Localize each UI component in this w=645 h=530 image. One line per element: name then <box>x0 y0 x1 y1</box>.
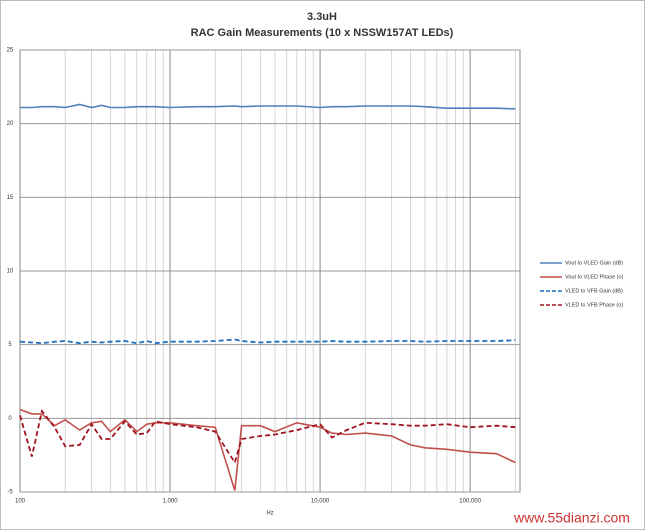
series-line <box>19 338 516 345</box>
x-tick-label: 1,000 <box>163 499 179 505</box>
x-axis-label: Hz <box>266 511 273 517</box>
y-tick-label: 20 <box>7 121 14 127</box>
x-tick-label: 100 <box>15 499 26 505</box>
y-tick-label: 25 <box>7 48 14 54</box>
series-line <box>19 408 516 465</box>
chart-title: 3.3uH <box>307 11 337 23</box>
x-tick-label: 100,000 <box>459 499 481 505</box>
watermark: www.55dianzi.com <box>513 510 630 526</box>
y-tick-label: -5 <box>7 490 13 496</box>
series-line <box>20 103 516 110</box>
series-line <box>19 408 516 491</box>
chart-subtitle: RAC Gain Measurements (10 x NSSW157AT LE… <box>191 27 454 39</box>
y-tick-label: 10 <box>7 269 14 275</box>
legend-label: VLED to VFB Phase (o) <box>565 302 623 308</box>
y-tick-label: 15 <box>7 195 14 201</box>
legend-label: Vout to VLED Gain (dB) <box>565 260 623 266</box>
y-tick-label: 5 <box>8 342 12 348</box>
legend-label: VLED to VFB Gain (dB) <box>565 288 623 294</box>
x-tick-label: 10,000 <box>311 499 330 505</box>
legend-label: Vout to VLED Phase (o) <box>565 274 624 280</box>
y-tick-label: 0 <box>8 416 12 422</box>
